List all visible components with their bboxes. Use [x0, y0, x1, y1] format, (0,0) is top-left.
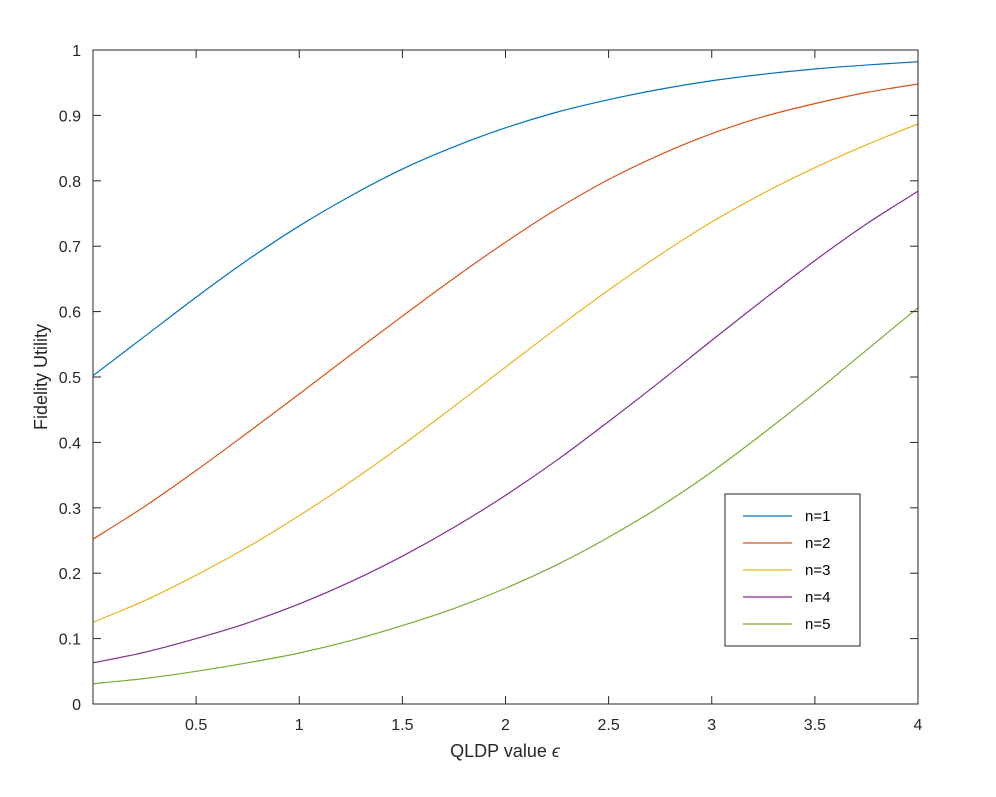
x-tick-label: 1 [295, 717, 304, 734]
series-lines [92, 61, 919, 685]
y-tick-label: 0.4 [59, 435, 81, 452]
legend-items: n=1 n=2 n=3 n=4 n=5 [743, 508, 830, 633]
x-tick-label: 3 [707, 717, 716, 734]
x-tick-label: 3.5 [804, 717, 826, 734]
x-axis-label: QLDP value ϵ [450, 741, 561, 761]
y-tick-label: 0.6 [59, 305, 81, 322]
x-tick-label: 2.5 [598, 717, 620, 734]
x-tick-label: 1.5 [391, 717, 413, 734]
series-line-n3 [92, 123, 919, 623]
y-tick-label: 1 [72, 43, 81, 60]
x-tick-label: 4 [914, 717, 923, 734]
series-line-n4 [92, 190, 919, 664]
series-line-n2 [92, 83, 919, 540]
legend-label: n=1 [805, 508, 830, 525]
x-tick-label: 2 [501, 717, 510, 734]
x-tick-label: 0.5 [185, 717, 207, 734]
y-tick-label: 0.7 [59, 239, 81, 256]
legend: n=1 n=2 n=3 n=4 n=5 [724, 493, 861, 647]
series-line-n1 [92, 61, 919, 377]
x-axis-label-text: QLDP value [450, 741, 547, 761]
epsilon-symbol: ϵ [552, 741, 561, 761]
x-tick-labels: 0.5 1 1.5 2 2.5 3 3.5 4 [185, 717, 923, 734]
y-tick-label: 0 [72, 697, 81, 714]
y-tick-labels: 0 0.1 0.2 0.3 0.4 0.5 0.6 0.7 0.8 0.9 1 [59, 43, 81, 714]
y-tick-label: 0.3 [59, 501, 81, 518]
axis-ticks [93, 49, 919, 705]
y-tick-label: 0.2 [59, 566, 81, 583]
legend-label: n=4 [805, 589, 830, 606]
y-tick-label: 0.1 [59, 632, 81, 649]
series-line-n5 [92, 307, 919, 685]
legend-label: n=3 [805, 562, 830, 579]
y-axis-label: Fidelity Utility [31, 324, 51, 430]
legend-label: n=5 [805, 616, 830, 633]
y-tick-label: 0.5 [59, 370, 81, 387]
y-tick-label: 0.8 [59, 174, 81, 191]
legend-label: n=2 [805, 535, 830, 552]
y-tick-label: 0.9 [59, 108, 81, 125]
